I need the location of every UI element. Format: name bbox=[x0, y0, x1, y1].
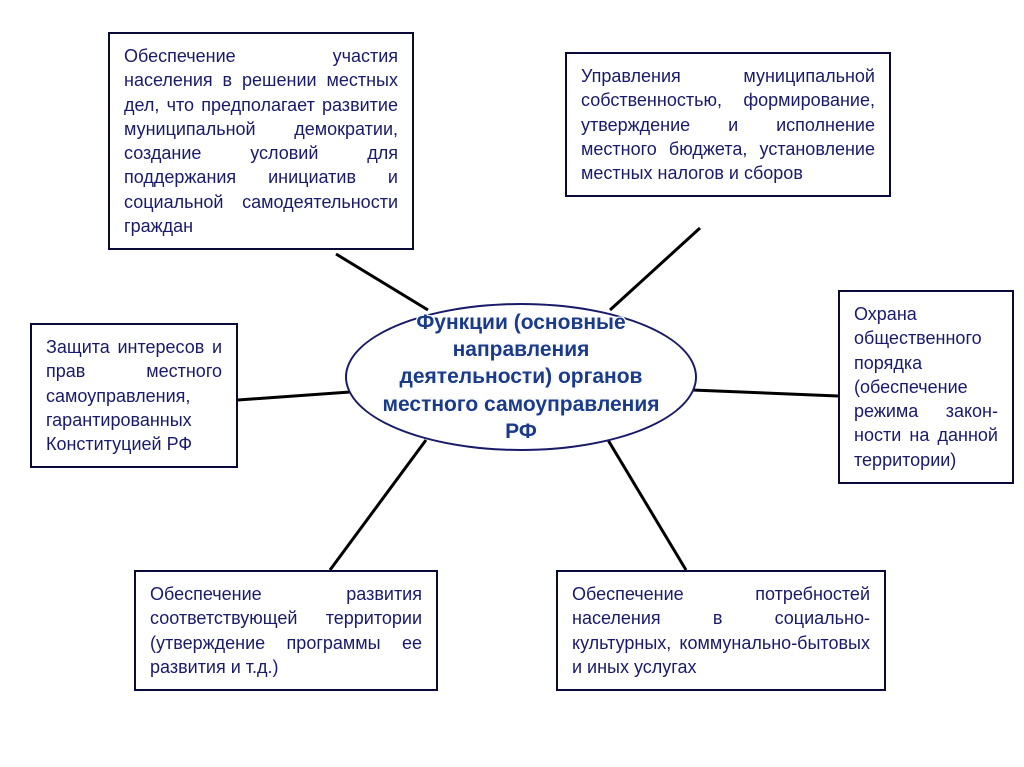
diagram-canvas: Функции (основные направления деятельнос… bbox=[0, 0, 1024, 767]
edge bbox=[336, 254, 428, 310]
box-bot-left: Обеспечение развития соответствующей тер… bbox=[134, 570, 438, 691]
box-mid-left: Защита интересов и прав местного самоупр… bbox=[30, 323, 238, 468]
edge bbox=[238, 392, 350, 400]
box-text: Защита интересов и прав местного самоупр… bbox=[46, 337, 222, 454]
edge bbox=[610, 228, 700, 310]
box-top-right: Управления муниципальной собственностью,… bbox=[565, 52, 891, 197]
box-text: Охрана общественного порядка (обеспечени… bbox=[854, 304, 998, 470]
center-label: Функции (основные направления деятельнос… bbox=[375, 309, 667, 445]
edge bbox=[608, 440, 686, 570]
box-text: Обеспечение участия населения в решении … bbox=[124, 46, 398, 236]
box-text: Обеспечение потребностей населения в соц… bbox=[572, 584, 870, 677]
box-bot-right: Обеспечение потребностей населения в соц… bbox=[556, 570, 886, 691]
box-mid-right: Охрана общественного порядка (обеспечени… bbox=[838, 290, 1014, 484]
box-top-left: Обеспечение участия населения в решении … bbox=[108, 32, 414, 250]
edge bbox=[692, 390, 838, 396]
box-text: Обеспечение развития соответствующей тер… bbox=[150, 584, 422, 677]
center-node: Функции (основные направления деятельнос… bbox=[345, 303, 697, 451]
edge bbox=[330, 440, 426, 570]
box-text: Управления муниципальной собственностью,… bbox=[581, 66, 875, 183]
